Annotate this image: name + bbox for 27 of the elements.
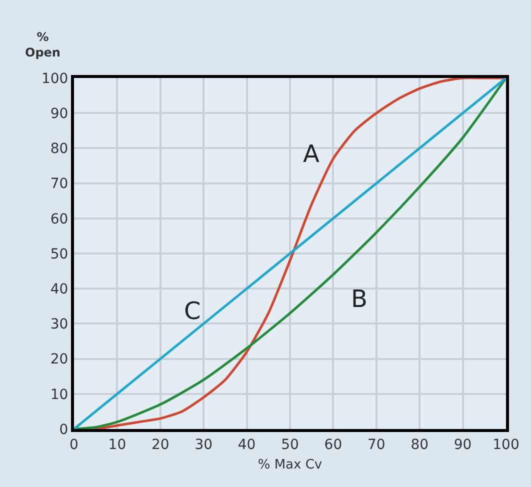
- y-tick-label: 40: [50, 282, 68, 298]
- series-label: C: [184, 297, 201, 325]
- y-tick-label: 60: [50, 211, 68, 228]
- series-label: B: [351, 285, 368, 313]
- y-tick-label: 10: [50, 386, 68, 403]
- x-tick-label: 50: [281, 436, 299, 453]
- series-label: A: [303, 140, 320, 168]
- y-tick-label: 50: [50, 246, 68, 262]
- y-tick-label: 90: [50, 106, 68, 122]
- x-tick-label: 100: [492, 436, 520, 453]
- x-tick-label: 10: [108, 436, 126, 453]
- y-tick-label: 0: [59, 422, 68, 438]
- x-tick-label: 90: [454, 436, 472, 453]
- x-tick-label: 60: [324, 436, 342, 453]
- y-tick-label: 70: [50, 176, 68, 192]
- y-tick-label: 100: [41, 70, 68, 87]
- y-tick-label: 30: [50, 316, 68, 333]
- y-tick-label: 20: [50, 352, 68, 368]
- x-tick-label: 70: [367, 436, 386, 453]
- y-axis-title: % Open: [25, 30, 60, 60]
- x-tick-label: 20: [151, 436, 170, 453]
- x-axis-title: % Max Cv: [258, 457, 322, 472]
- x-tick-label: 0: [70, 436, 78, 453]
- y-tick-label: 80: [50, 141, 68, 158]
- x-tick-label: 30: [194, 436, 213, 453]
- x-tick-label: 40: [238, 436, 256, 453]
- x-tick-label: 80: [410, 436, 429, 453]
